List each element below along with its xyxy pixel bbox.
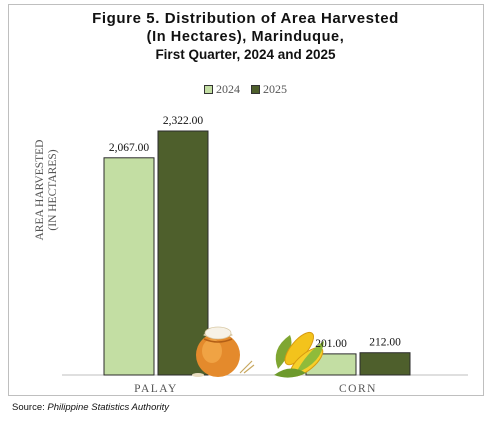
bar-palay-2025 bbox=[157, 130, 209, 376]
data-label-corn-2024: 201.00 bbox=[315, 338, 347, 350]
data-label-palay-2025: 2,322.00 bbox=[163, 115, 204, 127]
title-line-1: Figure 5. Distribution of Area Harvested bbox=[92, 10, 399, 27]
legend-swatch-2024 bbox=[204, 85, 213, 94]
legend-item-2025: 2025 bbox=[251, 82, 287, 97]
rice-sack-icon bbox=[192, 326, 255, 377]
title-line-2: (In Hectares), Marinduque, bbox=[146, 29, 345, 45]
chart-frame bbox=[8, 4, 484, 396]
corn-icon bbox=[274, 331, 324, 378]
chart-subtitle: First Quarter, 2024 and 2025 bbox=[155, 47, 336, 62]
bar-palay-2024 bbox=[103, 157, 155, 376]
source-note: Source: Philippine Statistics Authority bbox=[12, 402, 169, 413]
category-label-corn: CORN bbox=[339, 383, 377, 395]
legend-swatch-2025 bbox=[251, 85, 260, 94]
legend-item-2024: 2024 bbox=[204, 82, 240, 97]
data-label-palay-2024: 2,067.00 bbox=[109, 142, 150, 154]
bar-corn-2025 bbox=[359, 352, 411, 376]
legend-label-2024: 2024 bbox=[216, 82, 240, 96]
chart-title: Figure 5. Distribution of Area Harvested… bbox=[0, 10, 491, 64]
legend-label-2025: 2025 bbox=[263, 82, 287, 96]
category-label-palay: PALAY bbox=[134, 383, 178, 395]
source-prefix: Source: bbox=[12, 402, 48, 413]
source-text: Philippine Statistics Authority bbox=[47, 402, 170, 413]
data-label-corn-2025: 212.00 bbox=[369, 337, 401, 349]
legend: 2024 2025 bbox=[0, 82, 491, 97]
